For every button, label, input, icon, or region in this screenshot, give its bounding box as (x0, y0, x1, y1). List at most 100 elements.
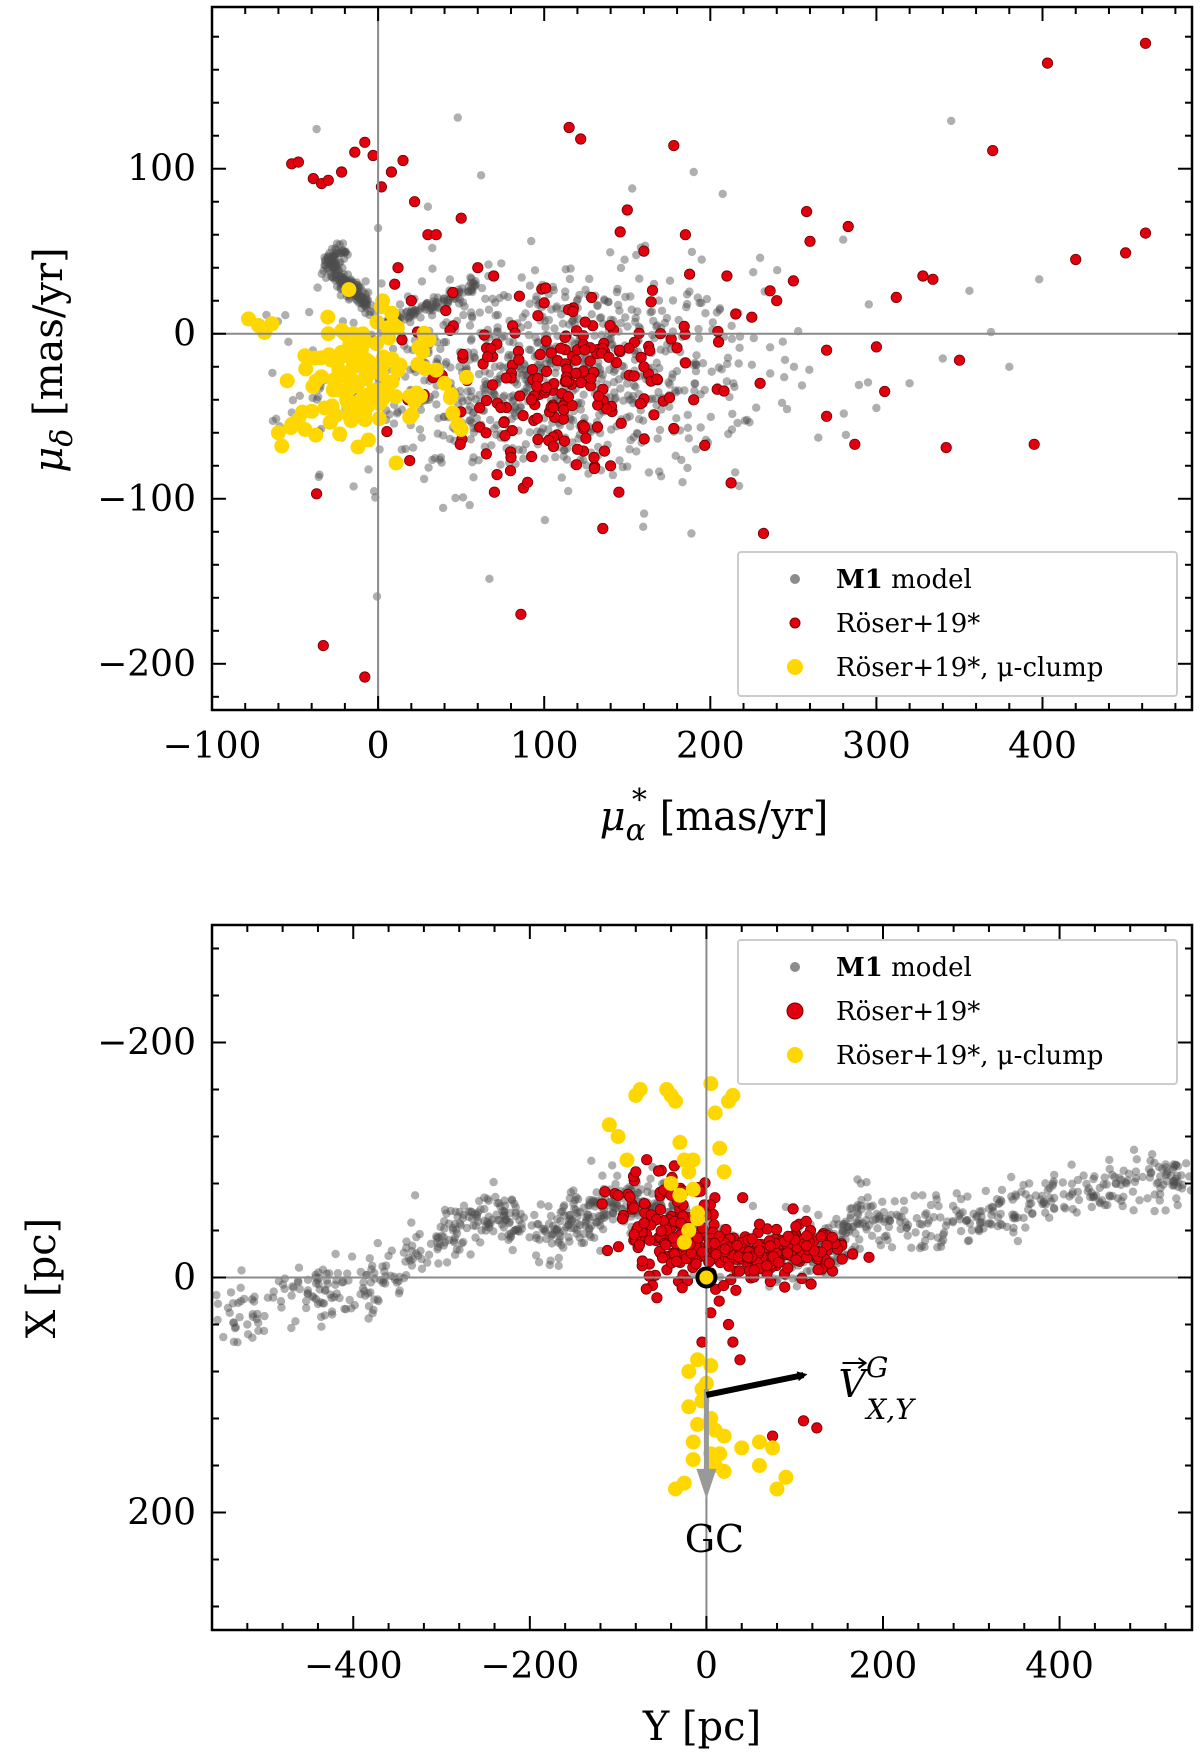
model-point (369, 1305, 378, 1315)
model-point (567, 1216, 576, 1226)
model-point (243, 1320, 252, 1329)
roser-point (727, 1336, 739, 1348)
model-point (857, 1205, 866, 1214)
model-point (395, 300, 405, 309)
model-point (500, 1216, 509, 1225)
clump-point (349, 378, 365, 394)
model-point (471, 1221, 480, 1231)
model-point (1013, 1213, 1022, 1222)
model-point (886, 1210, 896, 1220)
model-point (319, 266, 328, 275)
model-point (573, 1219, 582, 1228)
model-point (871, 1215, 880, 1224)
model-point (947, 116, 956, 126)
model-point (331, 260, 340, 270)
model-point (309, 1293, 318, 1302)
roser-point (488, 486, 500, 498)
model-point (335, 247, 344, 256)
roser-point (495, 401, 507, 414)
model-point (498, 1206, 507, 1216)
model-point (373, 1238, 382, 1248)
model-point (608, 1198, 618, 1208)
model-point (576, 405, 585, 414)
model-point (573, 1212, 582, 1221)
model-point (854, 380, 864, 390)
clump-point (685, 1181, 701, 1197)
model-point (248, 1312, 257, 1322)
model-point (1089, 1174, 1098, 1184)
model-point (936, 1213, 945, 1222)
model-point (899, 1196, 909, 1206)
model-point (469, 278, 478, 288)
model-point (287, 1291, 296, 1300)
model-point (625, 445, 634, 454)
model-point (353, 293, 363, 302)
model-point (571, 1205, 581, 1215)
model-point (852, 1203, 862, 1212)
model-point (455, 1207, 464, 1217)
model-point (439, 1232, 448, 1242)
model-point (561, 292, 570, 302)
roser-point (721, 270, 733, 282)
model-point (981, 1186, 990, 1196)
model-point (975, 1207, 984, 1216)
model-point (584, 1201, 593, 1210)
model-point (745, 418, 754, 427)
roser-point (575, 133, 587, 145)
roser-point (820, 344, 833, 356)
model-point (464, 1212, 474, 1222)
model-point (326, 1290, 335, 1299)
model-point (507, 1196, 517, 1205)
model-point (259, 1326, 269, 1336)
model-point (517, 1220, 526, 1229)
model-point (406, 318, 415, 327)
model-point (533, 427, 542, 436)
model-point (518, 313, 527, 322)
model-point (562, 455, 572, 464)
model-point (552, 304, 561, 313)
model-point (1025, 1199, 1034, 1209)
model-point (1031, 1191, 1041, 1200)
roser-point (630, 1166, 642, 1178)
model-point (323, 258, 332, 268)
model-point (1185, 1172, 1192, 1181)
model-point (917, 1241, 926, 1251)
model-point (1123, 1176, 1132, 1185)
model-point (335, 249, 344, 258)
roser-point (640, 1283, 652, 1295)
roser-point (757, 527, 770, 540)
model-point (555, 1236, 564, 1245)
model-point (1156, 1184, 1165, 1193)
model-point (1008, 1195, 1017, 1204)
model-point (521, 440, 530, 449)
model-point (554, 1253, 563, 1263)
roser-point (612, 1241, 625, 1253)
roser-point (598, 445, 611, 457)
model-point (474, 456, 483, 465)
model-point (534, 1220, 543, 1229)
model-point (321, 256, 330, 265)
model-point (489, 389, 498, 399)
model-point (1169, 1177, 1178, 1186)
model-point (1197, 1168, 1200, 1176)
model-point (433, 298, 442, 307)
model-point (573, 1194, 583, 1204)
model-point (229, 1318, 239, 1328)
x-tick-label: 200 (676, 726, 745, 767)
model-point (355, 299, 364, 308)
roser-point (567, 305, 579, 318)
model-point (375, 445, 384, 454)
roser-point (491, 468, 503, 481)
y-axis-label-bottom: X [pc] (19, 1218, 65, 1338)
model-point (511, 1208, 520, 1218)
model-point (561, 265, 570, 274)
model-point (839, 1219, 848, 1229)
model-point (233, 1338, 242, 1347)
velocity-label-main: V (839, 1362, 870, 1406)
model-point (312, 395, 322, 404)
roser-point (396, 334, 408, 346)
model-point (583, 1210, 593, 1219)
model-point (327, 272, 337, 282)
position-legend: M1 model Röser+19* Röser+19*, μ-clump (737, 939, 1178, 1085)
model-point (530, 266, 540, 275)
